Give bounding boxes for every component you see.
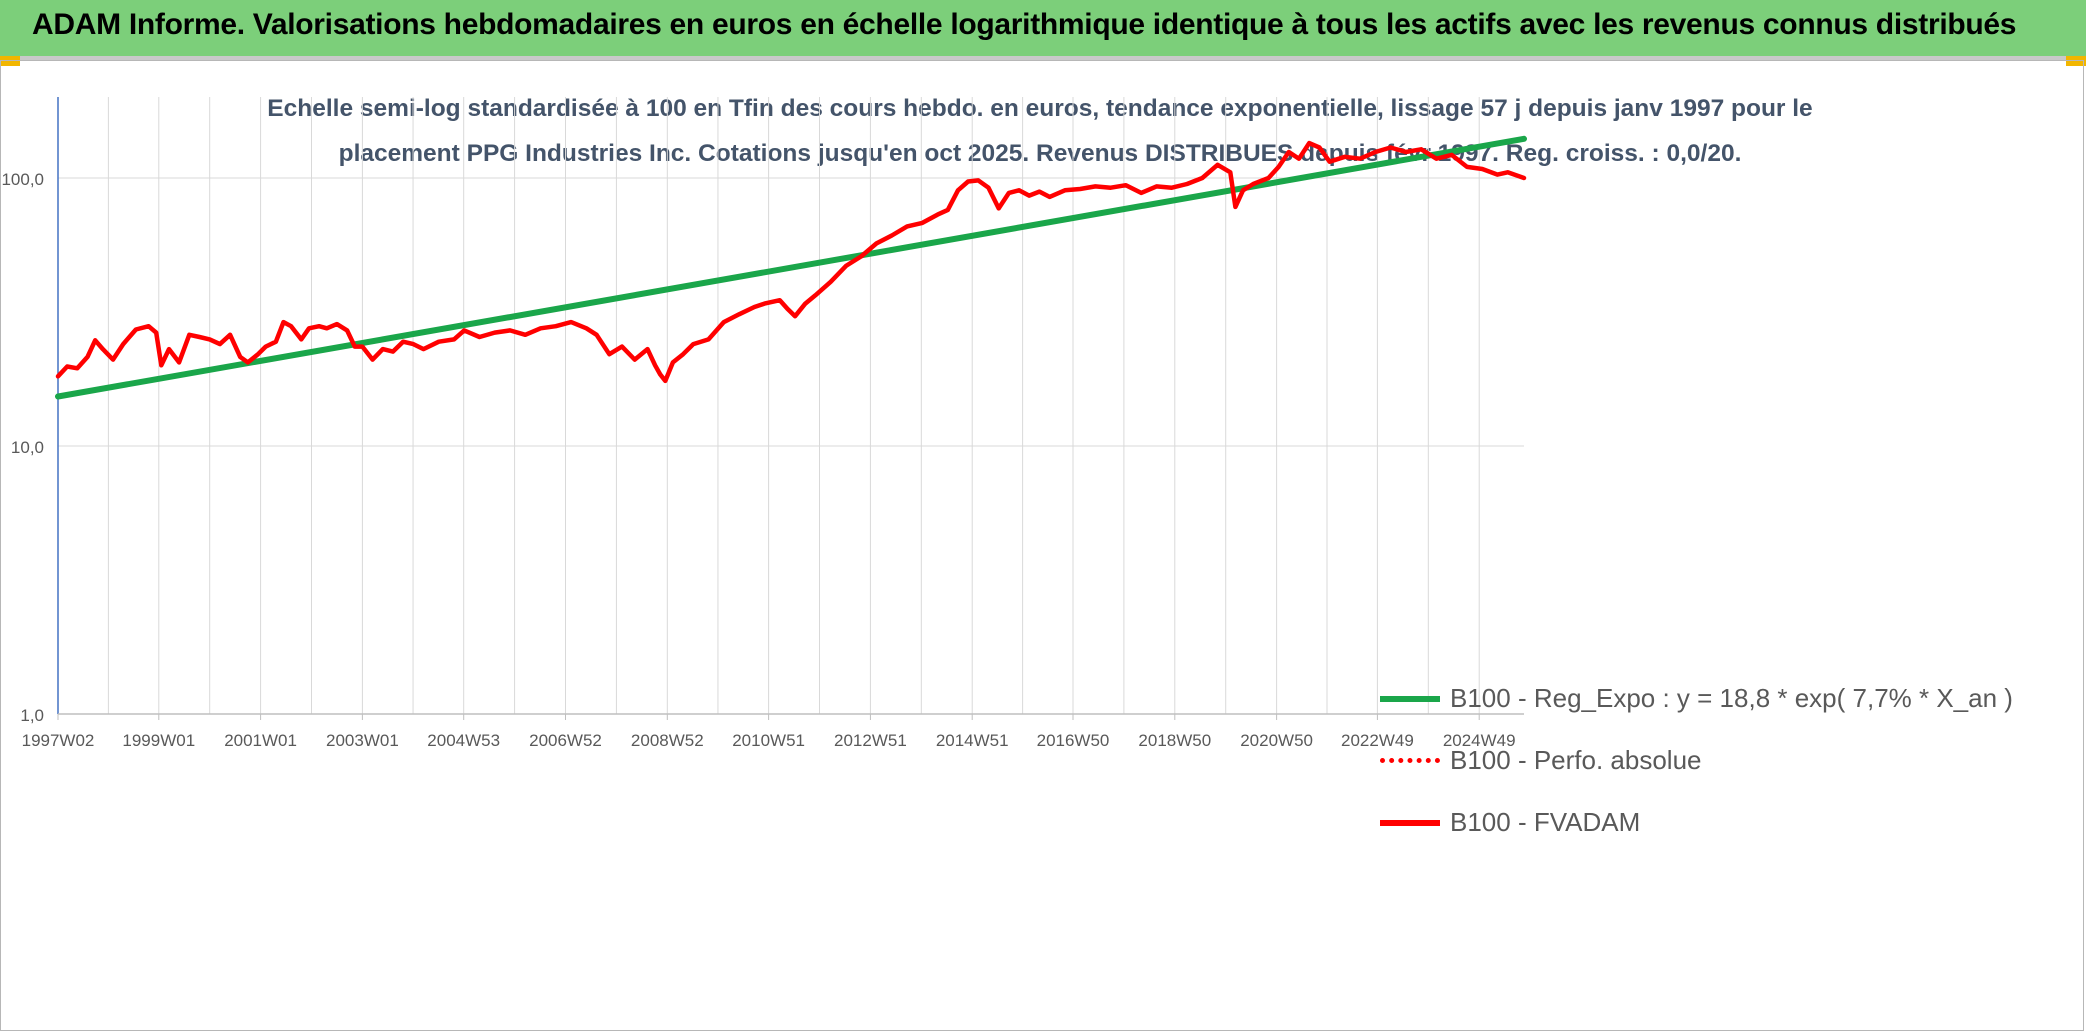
corner-marker-top-right (2066, 56, 2086, 66)
report-banner: ADAM Informe. Valorisations hebdomadaire… (0, 0, 2086, 60)
legend-swatch-perfo (1380, 758, 1440, 763)
legend-swatch-fvadam (1380, 820, 1440, 826)
x-tick-label: 2008W52 (631, 731, 704, 750)
y-tick-label: 100,0 (1, 170, 44, 189)
x-tick-label: 2006W52 (529, 731, 602, 750)
grid-layer (58, 97, 1524, 714)
x-tick-label: 2010W51 (732, 731, 805, 750)
x-tick-label: 2012W51 (834, 731, 907, 750)
legend-label-fvadam: B100 - FVADAM (1450, 807, 1641, 837)
x-tick-label: 2024W49 (1443, 731, 1516, 750)
legend-item-fvadam: B100 - FVADAM (1380, 804, 2020, 844)
series-layer (55, 135, 1527, 400)
chart-frame (0, 60, 2084, 1031)
legend-item-perfo: B100 - Perfo. absolue (1380, 742, 2020, 782)
x-tick-label: 2020W50 (1240, 731, 1313, 750)
x-tick-label: 1999W01 (122, 731, 195, 750)
legend-label-perfo: B100 - Perfo. absolue (1450, 745, 1702, 775)
x-tick-label: 2016W50 (1037, 731, 1110, 750)
series-line-fvadam (55, 140, 1527, 384)
chart-title-line-1: Echelle semi-log standardisée à 100 en T… (267, 95, 1813, 122)
legend-item-trend: B100 - Reg_Expo : y = 18,8 * exp( 7,7% *… (1380, 680, 2020, 720)
x-tick-label: 2001W01 (224, 731, 297, 750)
corner-marker-top-left (0, 56, 20, 66)
y-tick-label: 1,0 (20, 706, 44, 725)
x-tick-label: 2018W50 (1138, 731, 1211, 750)
x-tick-label: 2014W51 (936, 731, 1009, 750)
axis-layer: 1,0 10,0 100,0 1997W02 1999W01 2001W01 2003W01… (1, 97, 1524, 750)
report-title: ADAM Informe. Valorisations hebdomadaire… (32, 8, 2017, 41)
x-tick-label: 2003W01 (326, 731, 399, 750)
series-line-reg-expo (55, 135, 1527, 400)
x-tick-label: 2022W49 (1341, 731, 1414, 750)
x-tick-label: 2004W53 (427, 731, 500, 750)
legend-swatch-trend (1380, 696, 1440, 702)
legend-label-trend: B100 - Reg_Expo : y = 18,8 * exp( 7,7% *… (1450, 683, 2013, 713)
x-tick-label: 1997W02 (22, 731, 95, 750)
y-tick-label: 10,0 (11, 438, 44, 457)
